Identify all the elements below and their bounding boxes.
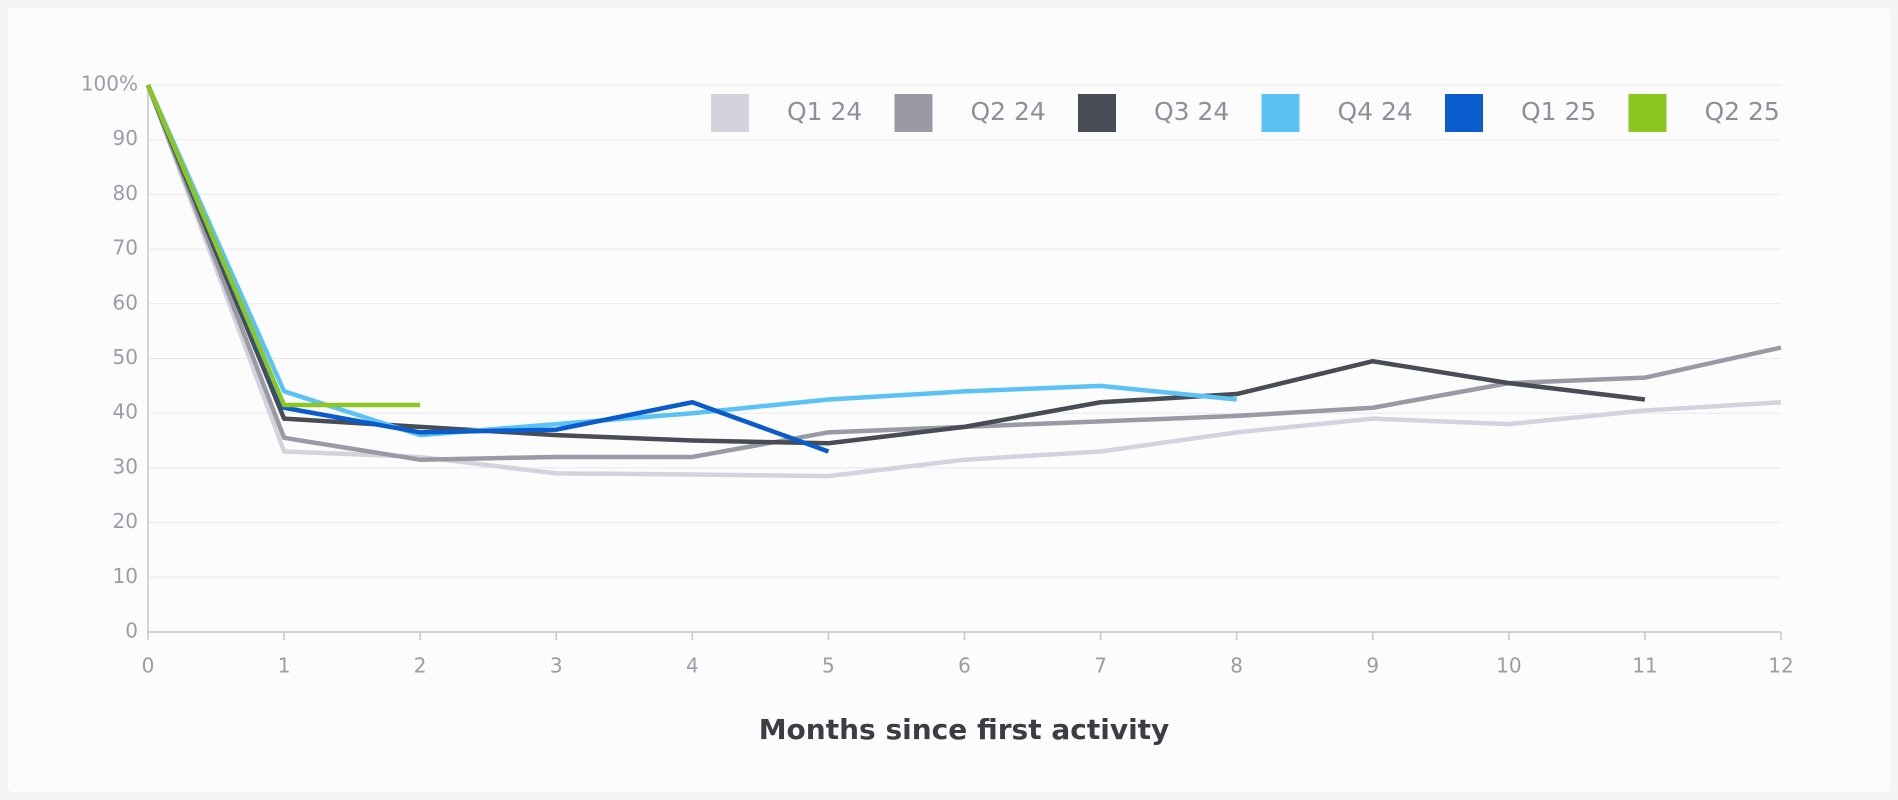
y-tick-label: 10 — [113, 564, 138, 588]
x-tick-label: 4 — [686, 654, 699, 678]
x-tick-label: 8 — [1230, 654, 1243, 678]
card — [8, 8, 1890, 792]
series-line — [145, 84, 1782, 479]
x-tick-label: 10 — [1496, 654, 1521, 678]
series-line — [145, 84, 1646, 446]
x-tick-label: 3 — [550, 654, 563, 678]
legend-swatch — [1628, 94, 1667, 132]
y-tick-label: 80 — [113, 181, 138, 205]
legend-swatch — [1078, 94, 1116, 132]
series-line — [145, 84, 421, 408]
legend-label: Q2 25 — [1705, 97, 1780, 126]
x-tick-label: 0 — [142, 654, 155, 678]
legend-label: Q1 24 — [787, 97, 862, 126]
y-tick-label: 60 — [113, 290, 138, 314]
x-tick-label: 1 — [278, 654, 291, 678]
legend-label: Q3 24 — [1154, 97, 1229, 126]
y-tick-label: 100% — [81, 72, 138, 96]
legend-swatch — [711, 94, 749, 132]
x-tick-label: 12 — [1768, 654, 1793, 678]
x-tick-label: 9 — [1366, 654, 1379, 678]
y-tick-label: 50 — [113, 345, 138, 369]
x-tick-label: 6 — [958, 654, 971, 678]
y-tick-label: 40 — [113, 400, 138, 424]
y-tick-label: 20 — [113, 509, 138, 533]
y-tick-label: 90 — [113, 126, 138, 150]
y-tick-label: 0 — [125, 619, 138, 643]
x-axis-label: Months since first activity — [759, 713, 1170, 746]
y-tick-label: 30 — [113, 454, 138, 478]
series-line — [145, 84, 1237, 438]
legend-label: Q1 25 — [1521, 97, 1596, 126]
legend-swatch — [1445, 94, 1483, 132]
y-tick-label: 70 — [113, 236, 138, 260]
legend-swatch — [894, 94, 933, 132]
legend-label: Q2 24 — [971, 97, 1046, 126]
legend-label: Q4 24 — [1338, 97, 1413, 126]
x-tick-label: 5 — [822, 654, 835, 678]
legend-swatch — [1261, 94, 1300, 132]
x-tick-label: 2 — [414, 654, 427, 678]
x-tick-label: 7 — [1094, 654, 1107, 678]
x-tick-label: 11 — [1632, 654, 1657, 678]
